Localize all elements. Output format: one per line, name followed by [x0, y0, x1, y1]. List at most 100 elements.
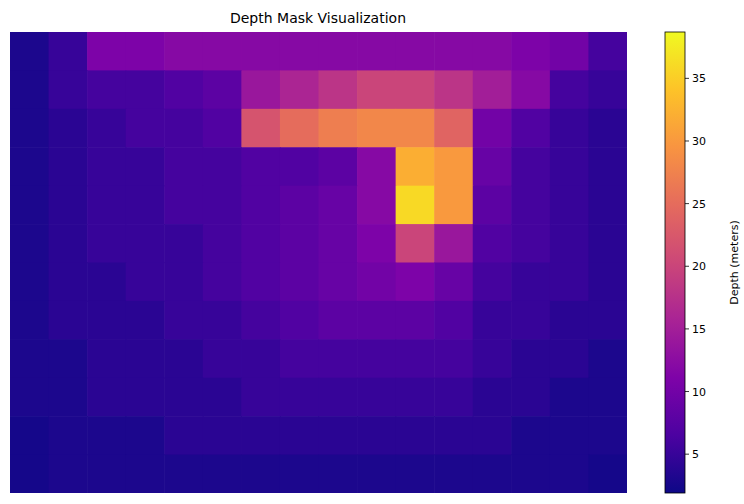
cell [126, 339, 165, 378]
cell [473, 109, 512, 148]
cell [241, 455, 280, 493]
cell [396, 70, 435, 109]
colorbar-tick-label: 10 [692, 386, 706, 399]
colorbar-label: Depth (meters) [728, 220, 741, 304]
cell [473, 339, 512, 378]
cell [10, 416, 49, 455]
cell [10, 378, 49, 417]
cell [280, 224, 319, 263]
cell [434, 263, 473, 302]
cell [241, 186, 280, 225]
cell [588, 378, 627, 417]
cell [319, 416, 358, 455]
cell [10, 70, 49, 109]
cell [10, 186, 49, 225]
cell [203, 186, 242, 225]
cell [550, 70, 589, 109]
cell [203, 378, 242, 417]
cell [49, 455, 88, 493]
cell [473, 455, 512, 493]
cell [550, 263, 589, 302]
colorbar-tick [685, 391, 689, 392]
cell [87, 109, 126, 148]
cell [473, 224, 512, 263]
cell [10, 339, 49, 378]
cell [396, 455, 435, 493]
cell [280, 32, 319, 71]
cell [396, 301, 435, 340]
cell [203, 224, 242, 263]
cell [164, 32, 203, 71]
cell [588, 339, 627, 378]
cell [164, 378, 203, 417]
cell [357, 378, 396, 417]
cell [434, 416, 473, 455]
cell [10, 147, 49, 186]
cell [357, 339, 396, 378]
cell [280, 263, 319, 302]
cell [49, 224, 88, 263]
cell [87, 32, 126, 71]
cell [550, 301, 589, 340]
heatmap-cells [10, 32, 627, 493]
cell [550, 186, 589, 225]
cell [511, 339, 550, 378]
cell [49, 378, 88, 417]
cell [126, 70, 165, 109]
cell [203, 109, 242, 148]
title: Depth Mask Visualization [230, 10, 406, 26]
cell [164, 339, 203, 378]
cell [434, 339, 473, 378]
colorbar-tick-label: 25 [692, 198, 706, 211]
cell [473, 147, 512, 186]
cell [319, 32, 358, 71]
cell [49, 263, 88, 302]
cell [10, 32, 49, 71]
cell [241, 224, 280, 263]
cell [10, 224, 49, 263]
cell [588, 301, 627, 340]
cell [319, 339, 358, 378]
cell [164, 109, 203, 148]
cell [49, 416, 88, 455]
cell [280, 378, 319, 417]
cell [280, 455, 319, 493]
cell [241, 339, 280, 378]
colorbar-tick [685, 78, 689, 79]
cell [473, 301, 512, 340]
cell [87, 378, 126, 417]
cell [473, 32, 512, 71]
cell [241, 70, 280, 109]
cell [550, 455, 589, 493]
cell [588, 70, 627, 109]
cell [511, 224, 550, 263]
cell [357, 224, 396, 263]
cell [511, 186, 550, 225]
cell [434, 224, 473, 263]
cell [357, 416, 396, 455]
cell [87, 186, 126, 225]
cell [203, 32, 242, 71]
cell [396, 339, 435, 378]
cell [396, 224, 435, 263]
cell [280, 301, 319, 340]
cell [588, 416, 627, 455]
cell [164, 301, 203, 340]
cell [588, 147, 627, 186]
colorbar-tick [685, 140, 689, 141]
cell [10, 301, 49, 340]
cell [164, 70, 203, 109]
colorbar-tick-label: 20 [692, 260, 706, 273]
cell [126, 186, 165, 225]
colorbar-tick-label: 15 [692, 323, 706, 336]
cell [319, 301, 358, 340]
cell [434, 301, 473, 340]
cell [319, 263, 358, 302]
cell [357, 32, 396, 71]
cell [319, 109, 358, 148]
cell [87, 416, 126, 455]
colorbar-tick [685, 454, 689, 455]
colorbar [665, 32, 685, 493]
cell [473, 416, 512, 455]
cell [164, 147, 203, 186]
